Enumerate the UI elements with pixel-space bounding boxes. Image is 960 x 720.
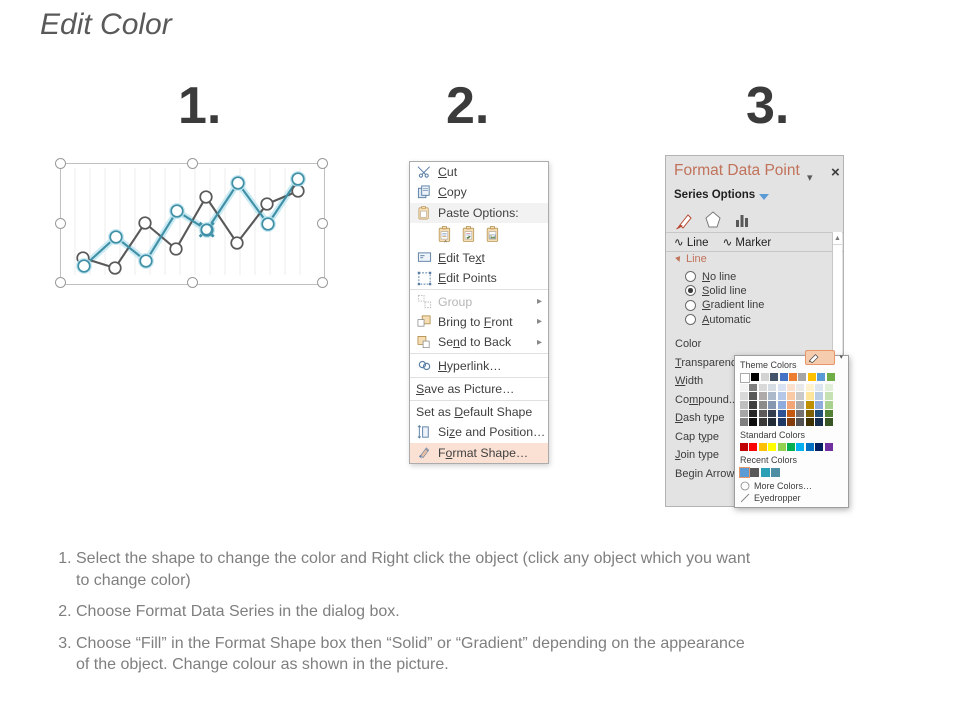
svg-text:A: A xyxy=(444,239,447,243)
